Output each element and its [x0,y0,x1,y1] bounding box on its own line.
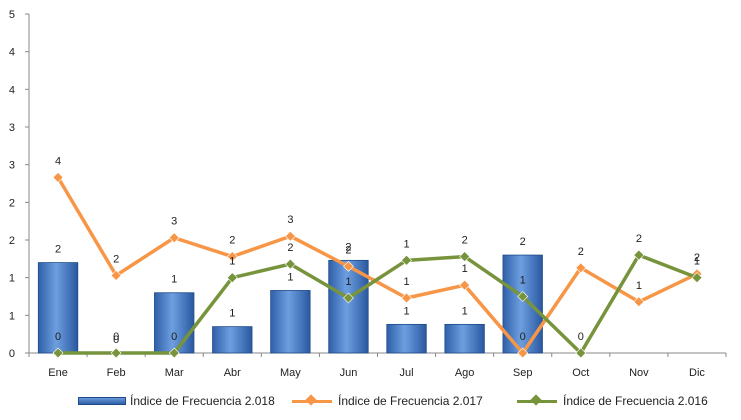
x-tick-label: Jul [400,367,414,379]
point-2016 [110,347,122,359]
data-label-2017: 2 [229,235,235,247]
bar-2018 [386,323,427,354]
bar-2018 [444,323,485,354]
data-label-2018: 1 [403,305,409,317]
legend-swatch-2018 [78,397,126,405]
x-tick-label: Dic [689,367,705,379]
bar-2018 [328,259,369,354]
point-2016 [691,272,703,284]
point-2017 [226,251,238,262]
data-label-2016: 0 [55,331,61,343]
y-tick-label: 4 [9,84,15,96]
point-2017 [284,230,296,242]
y-tick-label: 3 [9,122,15,134]
data-label-2018: 0 [113,334,119,346]
data-label-2017: 2 [578,246,584,258]
data-label-2016: 1 [229,256,235,268]
data-label-2018: 1 [287,271,293,283]
point-2016 [226,272,238,284]
legend-label-2018: Índice de Frecuencia 2.018 [130,394,275,408]
bar-2018 [212,326,253,354]
point-2017 [401,292,412,304]
x-tick-label: Feb [107,367,126,379]
y-tick-label: 1 [9,273,15,285]
data-label-2017: 0 [520,331,526,343]
point-2017 [633,296,645,308]
x-tick-label: Ene [48,367,68,379]
y-tick-label: 2 [9,197,15,209]
point-2016 [52,347,64,359]
legend: Índice de Frecuencia 2.018 Índice de Fre… [0,390,741,412]
bar-2018 [154,292,195,354]
data-label-2016: 0 [113,331,119,343]
point-2017 [168,232,180,244]
data-label-2017: 2 [694,252,700,264]
data-label-2017: 1 [636,280,642,292]
point-2017 [517,347,529,359]
x-tick-label: Nov [629,367,649,379]
data-label-2016: 2 [287,242,293,254]
point-2016 [575,347,587,359]
data-label-2016: 1 [694,256,700,268]
legend-label-2016: Índice de Frecuencia 2.016 [563,394,708,408]
data-label-2017: 4 [55,155,61,167]
y-tick-label: 1 [9,310,15,322]
legend-item-2018: Índice de Frecuencia 2.018 [78,390,275,412]
data-label-2018: 1 [171,274,177,286]
legend-label-2017: Índice de Frecuencia 2.017 [338,394,483,408]
point-2016 [168,347,180,359]
point-2017 [343,260,354,272]
data-label-2018: 2 [520,236,526,248]
point-2016 [343,292,354,304]
x-tick-label: Abr [224,367,241,379]
y-tick-label: 0 [9,348,15,360]
series-line-2017 [56,176,698,355]
data-label-2016: 0 [578,331,584,343]
point-2017 [110,269,122,281]
data-label-2016: 1 [403,238,409,250]
series-line-2016 [58,253,698,355]
point-2016 [459,251,471,262]
point-2016 [633,249,645,261]
data-label-2017: 1 [462,263,468,275]
point-2016 [517,291,529,302]
point-2017 [52,172,64,183]
point-2016 [284,258,296,270]
point-2016 [401,254,412,266]
x-tick-label: Mar [165,367,184,379]
y-tick-label: 2 [9,235,15,247]
data-label-2018: 1 [229,308,235,320]
data-label-2017: 2 [345,244,351,256]
data-label-2016: 2 [636,233,642,245]
legend-swatch-2017 [292,394,332,407]
legend-swatch-2016 [517,394,557,407]
y-tick-label: 4 [9,47,15,59]
data-label-2017: 1 [403,276,409,288]
data-label-2018: 1 [462,305,468,317]
data-label-2016: 2 [462,235,468,247]
data-label-2016: 1 [520,275,526,287]
bar-2018 [37,262,79,354]
point-2017 [575,262,587,274]
data-label-2018: 2 [345,241,351,253]
data-label-2018: 2 [55,244,61,256]
data-label-2016: 0 [171,331,177,343]
data-label-2016: 1 [345,276,351,288]
x-tick-label: Sep [513,367,533,379]
data-label-2017: 3 [287,214,293,226]
y-tick-label: 3 [9,160,15,172]
x-tick-label: May [280,367,301,379]
data-label-2017: 3 [171,216,177,228]
x-tick-label: Jun [340,367,358,379]
y-tick-label: 5 [9,9,15,21]
point-2017 [459,279,471,291]
bar-2018 [270,290,311,354]
legend-item-2017: Índice de Frecuencia 2.017 [292,390,483,412]
data-label-2017: 2 [113,253,119,265]
legend-item-2016: Índice de Frecuencia 2.016 [517,390,708,412]
x-tick-label: Ago [455,367,475,379]
x-tick-label: Oct [572,367,589,379]
